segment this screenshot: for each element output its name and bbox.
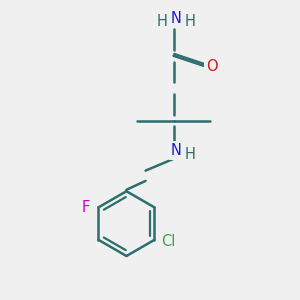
Text: H: H xyxy=(157,14,168,29)
Text: Cl: Cl xyxy=(161,234,176,249)
Text: H: H xyxy=(184,14,195,29)
Text: N: N xyxy=(170,11,181,26)
Text: H: H xyxy=(184,147,195,162)
Text: O: O xyxy=(206,58,218,74)
Text: N: N xyxy=(171,143,182,158)
Text: F: F xyxy=(82,200,90,215)
